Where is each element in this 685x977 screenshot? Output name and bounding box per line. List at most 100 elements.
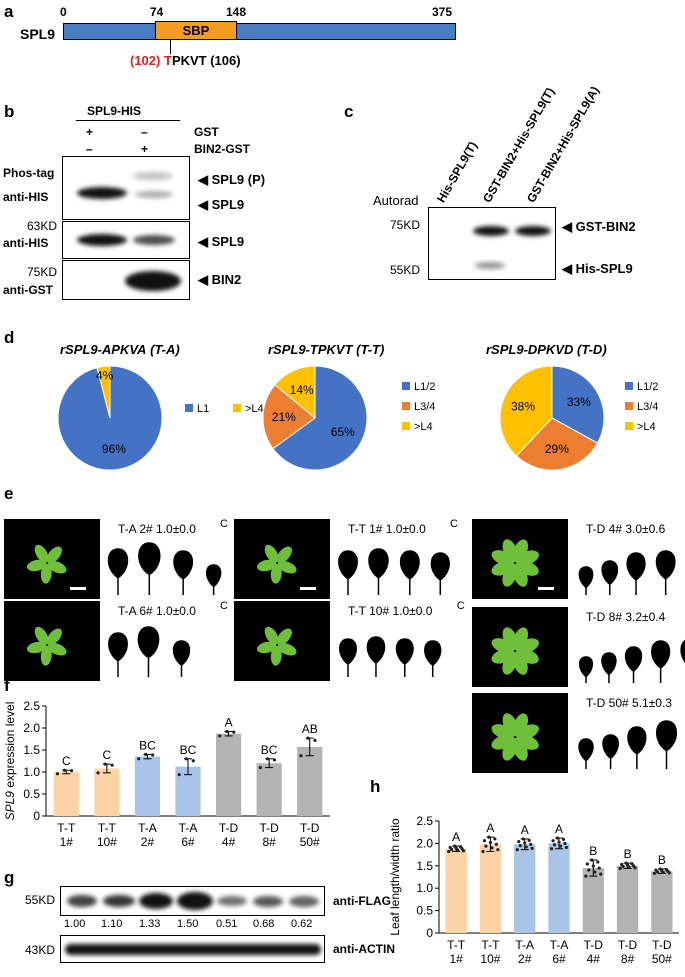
pie-3-legend-label-2: L3/4 [637,401,658,413]
charth-letter-2: A [486,821,494,835]
ratio-4: 1.50 [177,918,199,930]
blot-antiactin [60,935,325,963]
charth-dot-5-9 [599,872,603,876]
pie-3-legend-label-3: >L4 [637,421,656,433]
charth-letter-4: A [555,822,563,836]
blot-autorad [428,207,556,280]
label-hisspl9: His-SPL9 [575,261,633,276]
rosette-3-leaf-3 [256,559,277,572]
leaf-3-4 [430,552,450,595]
charth-dot-3-3 [527,838,531,842]
tick-375: 375 [432,5,453,19]
charth-ytick-label-1: 0.5 [416,904,433,918]
charth-bar-7 [651,871,673,933]
chartf-xlabel-7-a: T-D [300,821,320,835]
charth-dot-6-7 [621,864,625,869]
ratio-5: 0.51 [216,918,238,930]
charth-ylabel: Leaf length/width ratio [388,818,402,936]
chartf-letter-1: C [62,754,71,768]
chartf-bar-7 [297,746,323,816]
chartf-dot-2-1 [96,771,100,775]
chartf-dot-7-1 [299,754,303,758]
chartf-dot-3-3 [151,753,155,757]
leaf-5-4 [655,550,676,595]
chartf-ytick-label-4: 2.0 [23,721,40,735]
charth-ytick-label-5: 2.5 [416,814,433,828]
bin2gst-label: BIN2-GST [194,142,251,156]
chartf-xlabel-4-b: 6# [181,835,195,849]
autorad-label: Autorad [373,193,419,208]
pie-3-pct-1: 33% [567,395,591,409]
chartf-dot-7-3 [313,738,317,742]
leaf-2-2 [137,626,160,677]
pie-2-legend-swatch-1 [402,382,410,390]
panel-label-a: a [4,2,14,21]
charth-dot-2-2 [487,835,491,839]
chartf-dot-1-1 [55,772,60,776]
rosette-2-leaf-1 [47,642,67,656]
chartf-dot-4-3 [191,759,195,763]
rosette-1-leaf-1 [47,560,67,574]
chartf-dot-5-1 [218,734,222,738]
pie-title-3: rSPL9-DPKVD (T-D) [486,342,607,357]
arrow-spl9p: ◀ SPL9 (P) [198,172,266,187]
charth-xlabel-4-a: T-A [550,938,569,952]
lane-c-1: His-SPL9(T) [434,139,481,205]
charth-dot-4-6 [563,841,567,845]
pie-2-slice-1 [272,365,368,471]
charth-bar-5 [582,868,604,933]
leaf-3-1 [338,550,358,595]
sign-r2-l2: + [141,142,149,156]
rosette-1-leaf-5 [46,546,62,564]
charth-dot-2-7 [484,844,488,848]
rosette-3-leaf-1 [277,560,297,574]
charth-dot-4-1 [549,847,554,851]
marker-75kd-c: 75KD [390,218,421,232]
antihis-label-1: anti-HIS [3,190,49,204]
charth-letter-1: A [452,830,460,844]
chartf-dot-1-3 [69,769,74,773]
panel-label-e: e [4,484,14,503]
charth-ytick-label-2: 1.0 [416,881,433,895]
chartf-dot-1-2 [62,768,67,772]
chartf-letter-2: C [103,748,112,762]
photo-scalebar-5 [538,587,554,590]
charth-dot-5-7 [587,868,591,872]
charth-dot-4-9 [564,845,569,850]
chartf-bar-3 [134,756,161,816]
chartf-bar-2 [94,768,120,816]
pie-3-slice-2 [515,417,599,471]
charth-dot-6-1 [618,866,622,871]
charth-dot-5-2 [590,858,594,862]
chartf-xlabel-6-b: 8# [262,835,276,849]
charth-dot-5-5 [591,864,595,868]
pie-title-2: rSPL9-TPKVT (T-T) [268,342,384,357]
charth-xlabel-5-b: 4# [587,952,601,966]
rosette-2-leaf-5 [46,628,62,646]
chartf-dot-3-2 [144,752,148,756]
chartf-ytick-label-5: 2.5 [23,699,40,713]
charth-dot-5-6 [597,866,601,870]
charth-ytick-label-4: 2.0 [416,836,433,850]
leaf-1-2 [138,542,161,595]
line-label-7: T-D 50# 5.1±0.3 [586,696,672,710]
pie-3-legend-swatch-3 [625,422,633,430]
chartf-dot-7-2 [306,736,310,740]
charth-xlabel-5-a: T-D [584,938,604,952]
leaf-5-2 [601,560,619,595]
line-letter-4: C [457,600,465,612]
panel-label-f: f [4,676,10,695]
leaf-6-5 [680,639,685,663]
charth-xlabel-3-a: T-A [515,938,534,952]
charth-dot-4-8 [558,844,563,848]
leaf-4-4 [424,640,442,677]
arrow-gstbin2: ◀ GST-BIN2 [562,219,636,234]
chart-f: 0 0.5 1.0 1.5 2.0 2.5 SPL9 expression level C T-… [3,699,330,849]
rosette-3-leaf-4 [264,544,279,563]
blot-antigst [62,260,190,300]
label-spl9-2: SPL9 [211,234,245,249]
charth-dot-4-5 [557,840,561,844]
sign-r2-l1: – [86,142,93,156]
pie-2-legend-label-2: L3/4 [414,401,435,413]
pie-1-slice-2 [96,365,111,419]
